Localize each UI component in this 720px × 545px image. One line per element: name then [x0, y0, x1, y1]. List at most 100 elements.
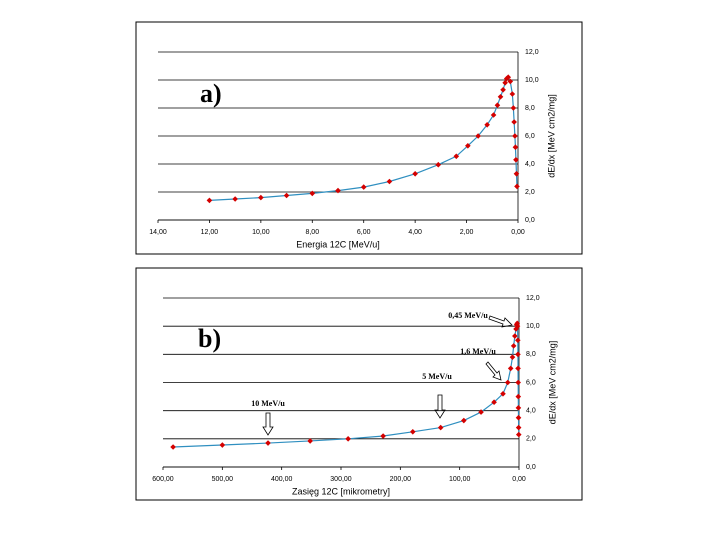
data-point	[453, 153, 460, 160]
data-point	[283, 192, 290, 199]
data-point	[510, 105, 517, 111]
data-point	[514, 183, 520, 190]
data-point	[510, 343, 517, 349]
data-point	[435, 161, 442, 168]
y-tick-label: 4,0	[526, 408, 536, 415]
data-point	[515, 414, 522, 421]
x-tick-label: 0,00	[511, 229, 525, 236]
data-point	[505, 74, 512, 80]
y-tick-label: 6,0	[526, 379, 536, 386]
note: 1,6 MeV/u	[460, 347, 496, 356]
data-point	[507, 78, 514, 85]
x-tick-label: 4,00	[408, 229, 422, 236]
data-point	[515, 337, 521, 344]
y-axis-label: dE/dx [MeV cm2/mg]	[547, 341, 557, 425]
note: 10 MeV/u	[251, 399, 285, 408]
data-point	[512, 133, 518, 139]
data-point	[503, 75, 510, 82]
data-point	[494, 102, 501, 108]
y-tick-label: 4,0	[525, 161, 535, 168]
data-point	[515, 365, 521, 372]
data-point	[502, 80, 508, 86]
data-point	[412, 171, 418, 177]
chart-frame	[135, 21, 583, 255]
data-point	[509, 91, 516, 97]
data-point	[232, 196, 238, 202]
data-point	[475, 133, 481, 139]
data-point	[514, 323, 521, 329]
data-point	[335, 187, 341, 194]
data-point	[258, 194, 264, 201]
data-point	[309, 190, 316, 197]
note: 5 MeV/u	[422, 372, 452, 381]
data-point	[515, 393, 522, 400]
data-point	[461, 417, 467, 424]
y-tick-label: 0,0	[526, 464, 536, 471]
y-tick-label: 2,0	[525, 189, 535, 196]
x-tick-label: 2,00	[460, 229, 474, 236]
y-tick-label: 12,0	[525, 49, 539, 56]
x-tick-label: 12,00	[201, 229, 219, 236]
data-point	[509, 354, 516, 360]
data-point	[513, 326, 519, 332]
x-tick-label: 600,00	[152, 476, 174, 483]
x-tick-label: 400,00	[271, 476, 293, 483]
data-point	[500, 87, 506, 93]
data-point	[512, 333, 518, 339]
data-point	[345, 436, 351, 442]
x-tick-label: 6,00	[357, 229, 371, 236]
x-tick-label: 100,00	[449, 476, 471, 483]
data-point	[478, 409, 484, 415]
data-point	[437, 424, 444, 431]
data-point	[500, 390, 506, 397]
y-tick-label: 10,0	[525, 77, 539, 84]
y-tick-label: 8,0	[526, 351, 536, 358]
x-tick-label: 200,00	[390, 476, 412, 483]
data-point	[465, 143, 471, 149]
data-point	[307, 438, 313, 444]
annotation: a)	[200, 79, 222, 108]
data-point	[170, 444, 176, 450]
data-point	[497, 94, 504, 100]
data-point	[513, 157, 519, 163]
annotation: b)	[198, 324, 221, 353]
data-point	[515, 379, 521, 386]
data-point	[515, 424, 522, 431]
x-tick-label: 14,00	[149, 229, 167, 236]
data-point	[409, 428, 416, 435]
data-point	[515, 431, 522, 438]
arrows	[262, 315, 513, 436]
y-tick-label: 2,0	[526, 436, 536, 443]
arrow	[262, 412, 274, 436]
x-tick-label: 0,00	[512, 476, 526, 483]
y-tick-label: 12,0	[526, 295, 540, 302]
data-point	[490, 112, 497, 118]
data-point	[386, 178, 393, 185]
data-point	[206, 197, 213, 204]
x-tick-label: 500,00	[212, 476, 234, 483]
data-point	[265, 440, 271, 446]
data-point	[515, 405, 522, 411]
data-point	[360, 184, 367, 190]
y-tick-label: 6,0	[525, 133, 535, 140]
x-tick-label: 8,00	[305, 229, 319, 236]
y-tick-label: 10,0	[526, 323, 540, 330]
data-point	[504, 379, 511, 386]
x-axis-label: Energia 12C [MeV/u]	[296, 239, 380, 249]
note: 0,45 MeV/u	[448, 311, 488, 320]
data-point	[484, 122, 490, 128]
y-tick-label: 8,0	[525, 105, 535, 112]
data-point	[491, 399, 497, 406]
x-tick-label: 10,00	[252, 229, 270, 236]
arrow	[485, 361, 502, 381]
data-point	[512, 144, 519, 150]
data-point	[219, 442, 226, 448]
data-point	[507, 365, 514, 372]
y-tick-label: 0,0	[525, 217, 535, 224]
y-axis-label: dE/dx [MeV cm2/mg]	[546, 94, 556, 178]
arrow	[434, 394, 446, 419]
data-point	[515, 351, 521, 358]
data-point	[511, 119, 517, 125]
